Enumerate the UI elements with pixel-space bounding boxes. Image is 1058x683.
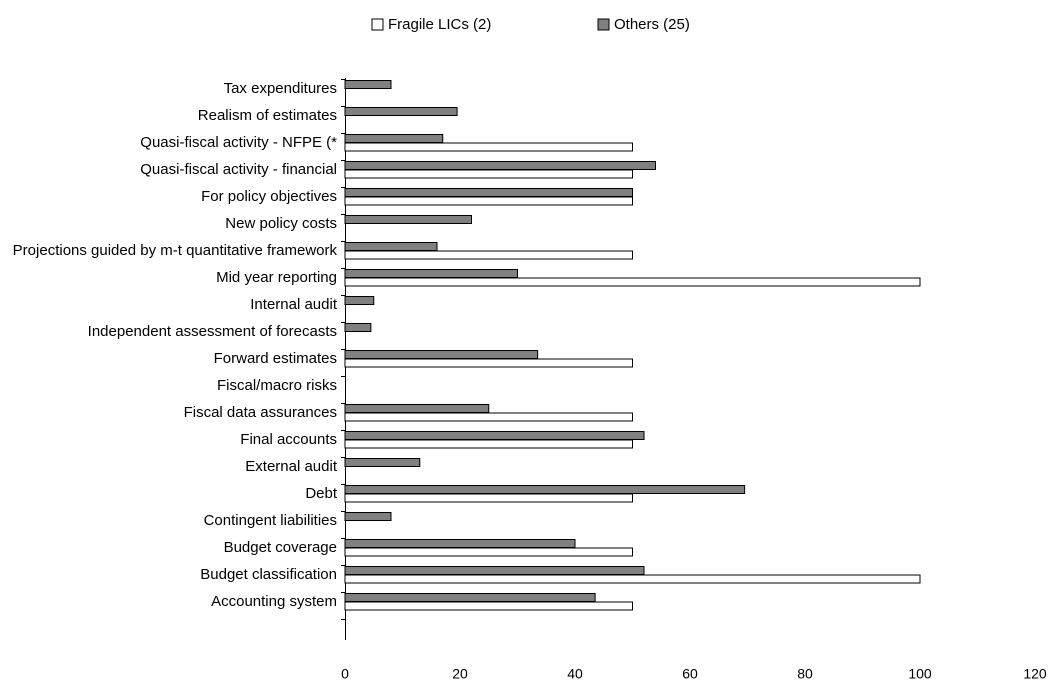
y-tick-label: Tax expenditures <box>224 80 337 97</box>
legend-swatch <box>597 18 610 31</box>
x-tick-label: 60 <box>682 666 698 682</box>
y-tick-label: Internal audit <box>250 296 338 313</box>
bar <box>344 439 633 449</box>
y-tick-label: New policy costs <box>225 215 337 232</box>
y-tick-label: Budget classification <box>200 566 337 583</box>
bar <box>344 485 746 494</box>
y-tick-label: Debt <box>305 485 338 502</box>
bar <box>344 493 633 503</box>
bar <box>344 358 633 368</box>
y-tick-label: Projections guided by m-t quantitative f… <box>13 242 338 259</box>
bar <box>344 566 645 575</box>
x-tick-label: 0 <box>341 666 349 682</box>
bar <box>344 269 518 278</box>
bar <box>344 512 392 521</box>
y-tick-label: Accounting system <box>211 593 337 610</box>
legend-label: Others (25) <box>614 16 690 33</box>
y-tick-label: Fiscal/macro risks <box>217 377 337 394</box>
bar <box>344 134 444 143</box>
legend: Fragile LICs (2) Others (25) <box>371 16 690 33</box>
y-tick-label: External audit <box>245 458 338 475</box>
x-tick-label: 80 <box>797 666 813 682</box>
y-tick-label: Budget coverage <box>224 539 337 556</box>
bar <box>344 277 921 287</box>
bar <box>344 250 633 260</box>
x-tick-label: 40 <box>567 666 583 682</box>
y-tick-label: Quasi-fiscal activity - NFPE (* <box>140 134 337 151</box>
bar <box>344 350 539 359</box>
bar <box>344 412 633 422</box>
bar <box>344 142 633 152</box>
bar <box>344 296 375 305</box>
bar <box>344 547 633 557</box>
bar <box>344 323 372 332</box>
bar <box>344 196 633 206</box>
y-tick-label: Forward estimates <box>214 350 337 367</box>
legend-label: Fragile LICs (2) <box>388 16 491 33</box>
bar <box>344 161 656 170</box>
legend-swatch <box>371 18 384 31</box>
x-tick-label: 20 <box>452 666 468 682</box>
bar <box>344 169 633 179</box>
y-tick-label: Contingent liabilities <box>204 512 337 529</box>
y-tick-label: Fiscal data assurances <box>184 404 337 421</box>
y-tick-label: Independent assessment of forecasts <box>88 323 337 340</box>
x-tick-label: 100 <box>908 666 932 682</box>
bar <box>344 601 633 611</box>
bar <box>344 80 392 89</box>
bar <box>344 404 490 413</box>
bar <box>344 431 645 440</box>
y-tick-label: Quasi-fiscal activity - financial <box>140 161 337 178</box>
bar <box>344 107 458 116</box>
bar <box>344 593 596 602</box>
x-tick-label: 120 <box>1023 666 1047 682</box>
bar <box>344 215 472 224</box>
bar <box>344 242 438 251</box>
bar <box>344 188 633 197</box>
y-tick-label: For policy objectives <box>201 188 337 205</box>
y-tick-label: Realism of estimates <box>198 107 337 124</box>
y-tick-label: Mid year reporting <box>216 269 337 286</box>
y-tick-label: Final accounts <box>240 431 337 448</box>
bar <box>344 539 576 548</box>
bar <box>344 458 421 467</box>
bar <box>344 574 921 584</box>
